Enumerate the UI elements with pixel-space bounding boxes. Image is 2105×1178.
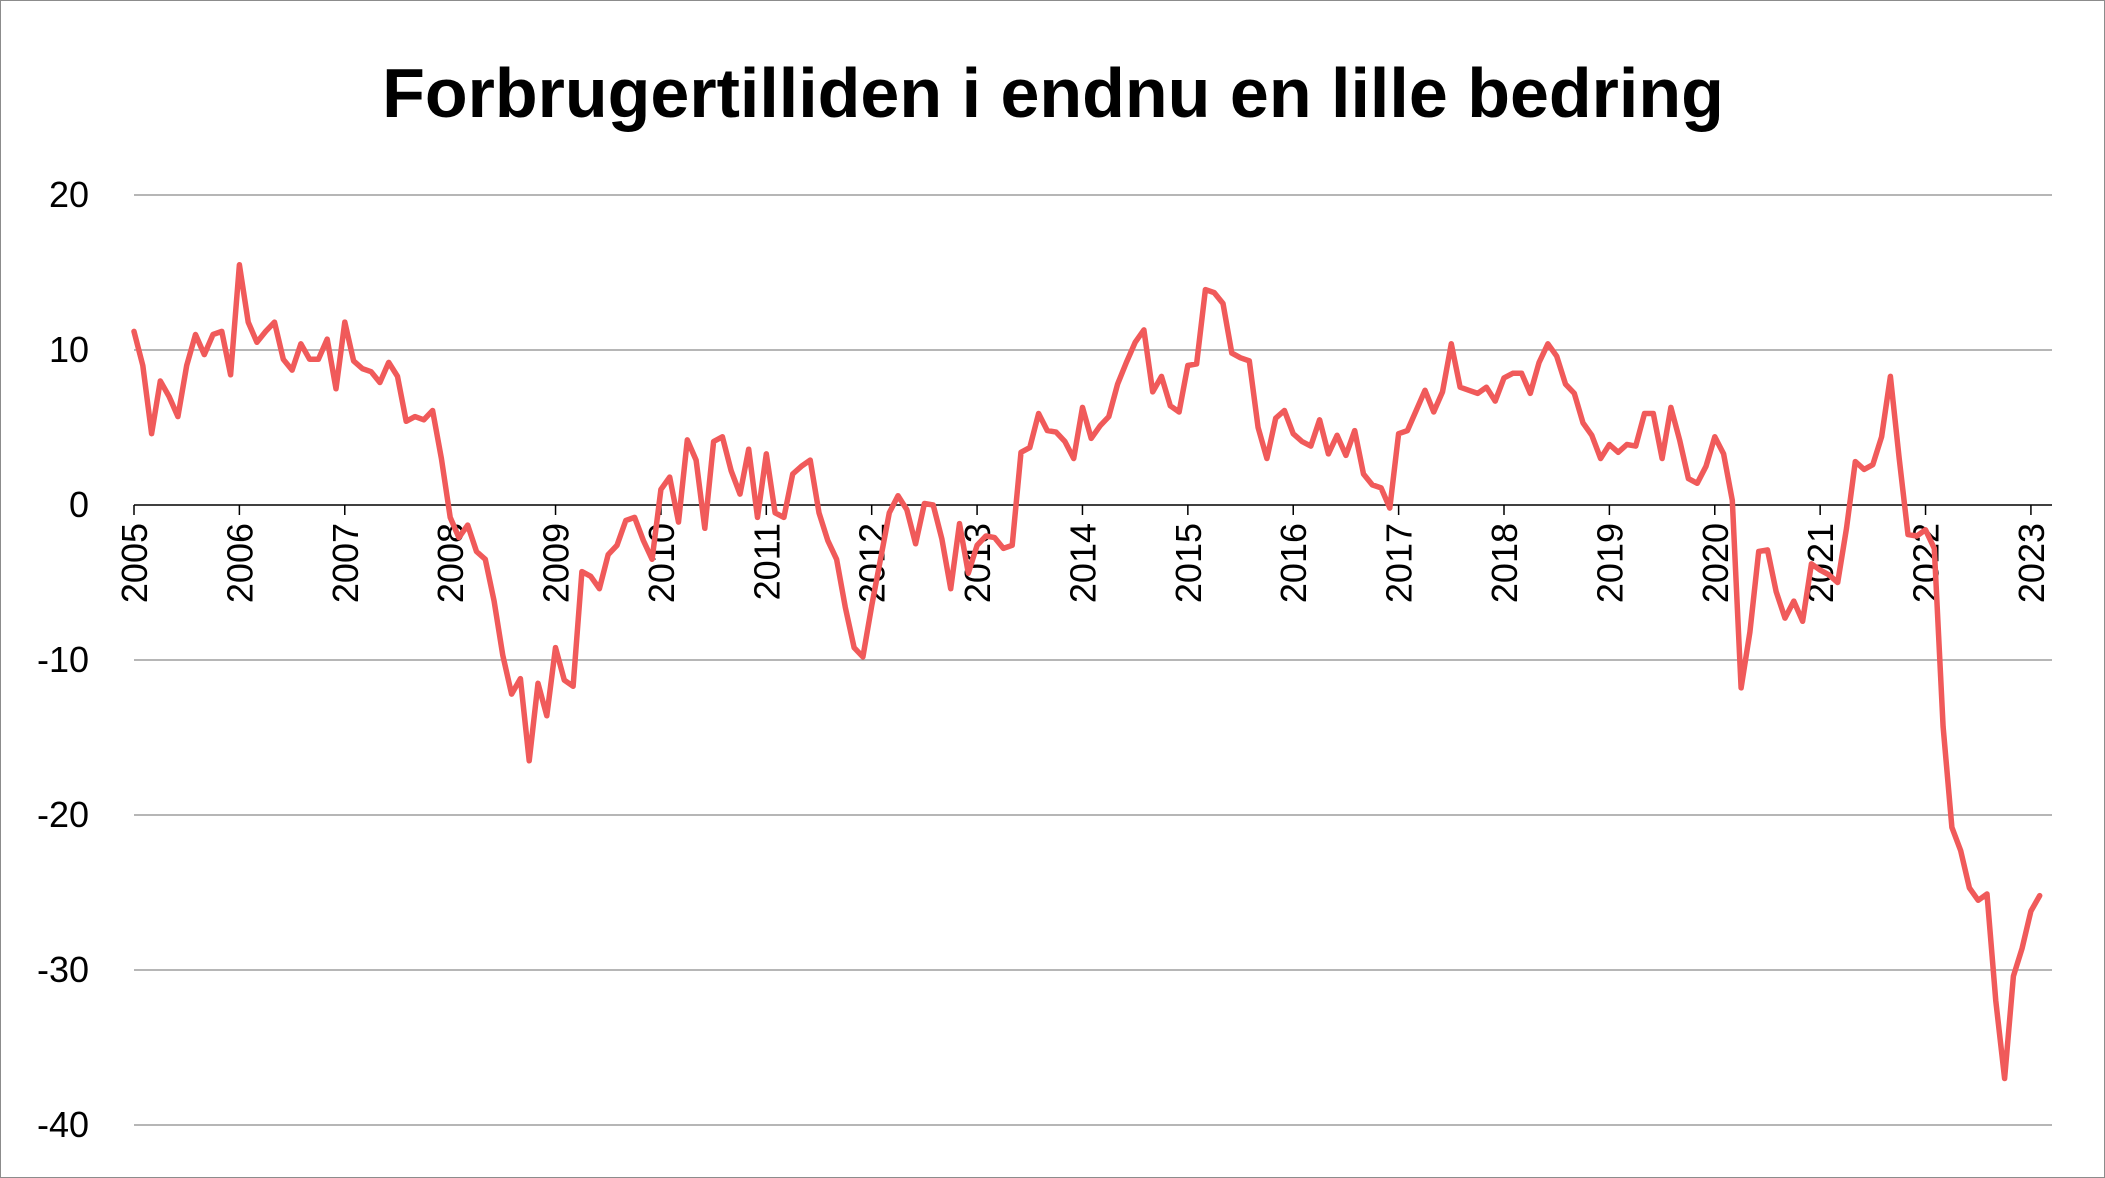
x-tick-label: 2010 bbox=[641, 523, 682, 603]
x-tick-label: 2019 bbox=[1589, 523, 1630, 603]
x-tick-label: 2005 bbox=[114, 523, 155, 603]
x-tick-label: 2006 bbox=[219, 523, 260, 603]
x-tick-label: 2023 bbox=[2011, 523, 2052, 603]
y-tick-label: -20 bbox=[37, 794, 89, 835]
chart-title: Forbrugertilliden i endnu en lille bedri… bbox=[382, 54, 1724, 132]
y-tick-label: -10 bbox=[37, 639, 89, 680]
x-tick-label: 2017 bbox=[1379, 523, 1420, 603]
x-tick-label: 2018 bbox=[1484, 523, 1525, 603]
x-tick-label: 2009 bbox=[536, 523, 577, 603]
y-axis-labels: 20 10 0 -10 -20 -30 -40 bbox=[37, 174, 89, 1145]
x-axis-labels: 2005 2006 2007 2008 2009 2010 2011 2012 2013 2014… bbox=[114, 523, 2052, 603]
y-tick-label: -40 bbox=[37, 1104, 89, 1145]
x-tick-label: 2007 bbox=[325, 523, 366, 603]
y-tick-label: 10 bbox=[49, 329, 89, 370]
y-tick-label: 20 bbox=[49, 174, 89, 215]
x-tick-label: 2020 bbox=[1695, 523, 1736, 603]
series-layer bbox=[131, 262, 2043, 1082]
x-tick-label: 2014 bbox=[1062, 523, 1103, 603]
x-tick-label: 2015 bbox=[1168, 523, 1209, 603]
series-line bbox=[131, 262, 2043, 1082]
y-tick-label: -30 bbox=[37, 949, 89, 990]
y-tick-label: 0 bbox=[69, 484, 89, 525]
x-tick-label: 2008 bbox=[430, 523, 471, 603]
x-axis bbox=[133, 505, 2032, 515]
x-tick-label: 2016 bbox=[1273, 523, 1314, 603]
x-tick-label: 2011 bbox=[746, 523, 787, 600]
grid-lines bbox=[134, 194, 2052, 1126]
